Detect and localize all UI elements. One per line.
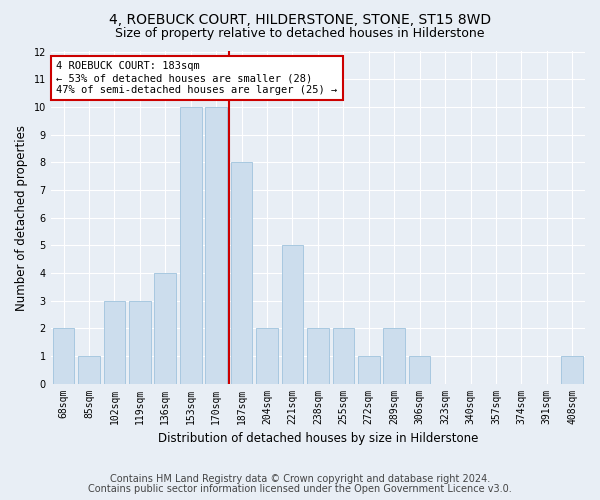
Text: Contains public sector information licensed under the Open Government Licence v3: Contains public sector information licen… bbox=[88, 484, 512, 494]
Bar bbox=[281, 245, 303, 384]
Bar bbox=[409, 356, 430, 384]
Text: 4, ROEBUCK COURT, HILDERSTONE, STONE, ST15 8WD: 4, ROEBUCK COURT, HILDERSTONE, STONE, ST… bbox=[109, 12, 491, 26]
Bar bbox=[562, 356, 583, 384]
Bar bbox=[53, 328, 74, 384]
Bar bbox=[383, 328, 405, 384]
Text: 4 ROEBUCK COURT: 183sqm
← 53% of detached houses are smaller (28)
47% of semi-de: 4 ROEBUCK COURT: 183sqm ← 53% of detache… bbox=[56, 62, 337, 94]
Bar bbox=[332, 328, 354, 384]
Bar bbox=[78, 356, 100, 384]
X-axis label: Distribution of detached houses by size in Hilderstone: Distribution of detached houses by size … bbox=[158, 432, 478, 445]
Y-axis label: Number of detached properties: Number of detached properties bbox=[15, 124, 28, 310]
Bar bbox=[205, 107, 227, 384]
Bar bbox=[256, 328, 278, 384]
Bar bbox=[307, 328, 329, 384]
Text: Contains HM Land Registry data © Crown copyright and database right 2024.: Contains HM Land Registry data © Crown c… bbox=[110, 474, 490, 484]
Bar bbox=[104, 300, 125, 384]
Bar bbox=[180, 107, 202, 384]
Bar bbox=[231, 162, 253, 384]
Bar bbox=[154, 273, 176, 384]
Text: Size of property relative to detached houses in Hilderstone: Size of property relative to detached ho… bbox=[115, 28, 485, 40]
Bar bbox=[358, 356, 380, 384]
Bar bbox=[129, 300, 151, 384]
